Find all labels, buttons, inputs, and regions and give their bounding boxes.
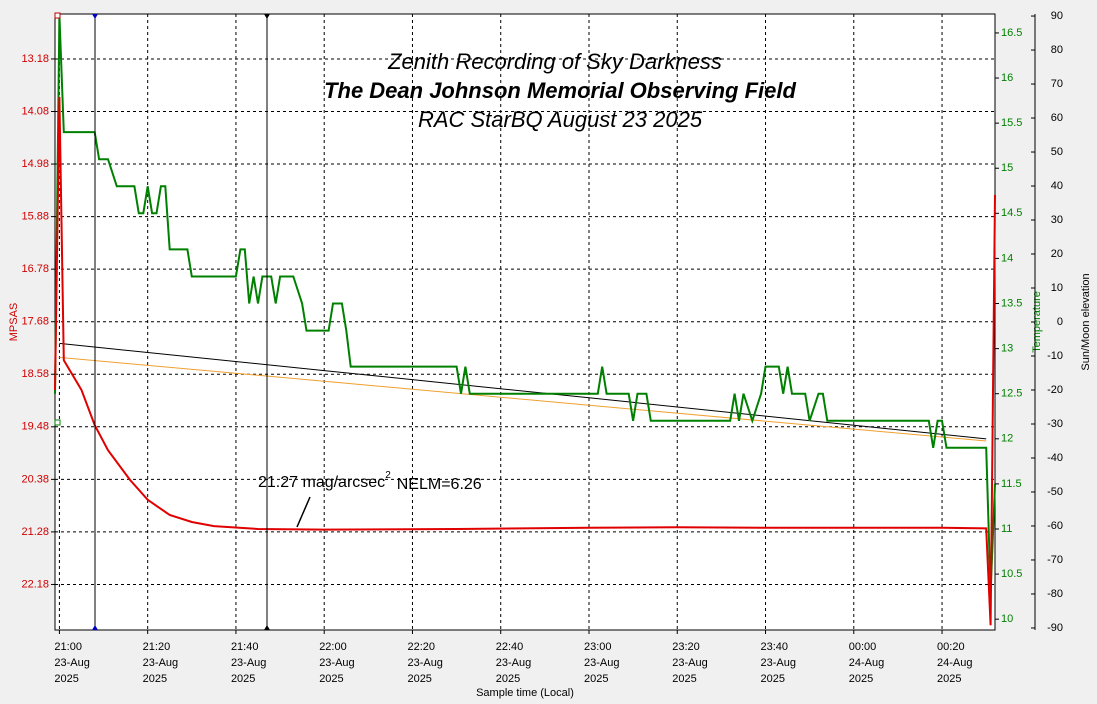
chart-subtitle: The Dean Johnson Memorial Observing Fiel… xyxy=(324,78,796,103)
annotation: 21.27 mag/arcsec2 NELM=6.26 xyxy=(258,470,482,494)
x-tick-label: 2025 xyxy=(496,673,520,685)
lines xyxy=(54,14,996,626)
series-line xyxy=(54,14,996,593)
y2-tick-label: 13.5 xyxy=(1001,297,1022,309)
y3-tick-label: -90 xyxy=(1047,622,1063,634)
y3-tick-label: -60 xyxy=(1047,520,1063,532)
x-tick-label: 24-Aug xyxy=(849,657,884,669)
x-tick-label: 21:00 xyxy=(54,641,82,653)
y-tick-label: 17.68 xyxy=(21,316,49,328)
chart-title: Zenith Recording of Sky Darkness xyxy=(387,49,722,74)
chart-subtitle: RAC StarBQ August 23 2025 xyxy=(418,107,703,132)
x-tick-label: 23-Aug xyxy=(761,657,796,669)
corner-marker xyxy=(54,419,61,426)
y3-tick-label: -70 xyxy=(1047,554,1063,566)
x-tick-label: 23-Aug xyxy=(496,657,531,669)
y2-tick-label: 15.5 xyxy=(1001,117,1022,129)
y2-tick-label: 11.5 xyxy=(1001,478,1022,490)
annotation-sup: 2 xyxy=(385,470,391,481)
corner-marker xyxy=(54,12,61,19)
y2-tick-label: 12 xyxy=(1001,433,1013,445)
y3-tick-label: 0 xyxy=(1057,316,1063,328)
x-tick-label: 22:40 xyxy=(496,641,524,653)
x-tick-label: 23-Aug xyxy=(407,657,442,669)
x-tick-label: 23:40 xyxy=(761,641,789,653)
x-tick-label: 2025 xyxy=(849,673,873,685)
x-tick-label: 21:40 xyxy=(231,641,259,653)
x-tick-label: 24-Aug xyxy=(937,657,972,669)
annotation-text: 21.27 mag/arcsec xyxy=(258,474,385,491)
y-tick-label: 21.28 xyxy=(21,526,49,538)
y-tick-label: 15.88 xyxy=(21,211,49,223)
x-tick-label: 2025 xyxy=(584,673,608,685)
y-tick-label: 14.98 xyxy=(21,158,49,170)
y2-tick-label: 12.5 xyxy=(1001,388,1022,400)
y2-tick-label: 14 xyxy=(1001,252,1013,264)
x-tick-label: 2025 xyxy=(672,673,696,685)
x-tick-label: 2025 xyxy=(231,673,255,685)
x-tick-label: 21:20 xyxy=(143,641,171,653)
annotation-nelm: NELM=6.26 xyxy=(397,476,482,493)
x-tick-label: 2025 xyxy=(761,673,785,685)
x-tick-label: 23-Aug xyxy=(319,657,354,669)
x-tick-label: 23:00 xyxy=(584,641,612,653)
y3-tick-label: -50 xyxy=(1047,486,1063,498)
grid xyxy=(55,14,995,630)
x-tick-label: 22:20 xyxy=(407,641,435,653)
y3-tick-label: 10 xyxy=(1051,282,1063,294)
y3-tick-label: -20 xyxy=(1047,384,1063,396)
x-tick-label: 23-Aug xyxy=(54,657,89,669)
y3-tick-label: 70 xyxy=(1051,78,1063,90)
y3-tick-label: -10 xyxy=(1047,350,1063,362)
y-tick-label: 20.38 xyxy=(21,473,49,485)
x-tick-label: 2025 xyxy=(937,673,961,685)
y-tick-label: 19.48 xyxy=(21,421,49,433)
series-line xyxy=(59,342,987,440)
annotation-pointer xyxy=(296,496,311,528)
y2-tick-label: 10.5 xyxy=(1001,568,1022,580)
x-tick-label: 23-Aug xyxy=(584,657,619,669)
x-tick-label: 00:20 xyxy=(937,641,965,653)
series-line xyxy=(54,96,996,626)
y2-axis-label: Temperature xyxy=(1031,291,1043,353)
y2-tick-label: 11 xyxy=(1001,523,1012,535)
y-tick-label: 16.78 xyxy=(21,263,49,275)
y-axis-label: MPSAS xyxy=(8,303,20,342)
y2-tick-label: 10 xyxy=(1001,613,1013,625)
y3-tick-label: 90 xyxy=(1051,10,1063,22)
x-tick-label: 23-Aug xyxy=(143,657,178,669)
y3-tick-label: 80 xyxy=(1051,44,1063,56)
y3-tick-label: -40 xyxy=(1047,452,1063,464)
y3-tick-label: 20 xyxy=(1051,248,1063,260)
y3-tick-label: 50 xyxy=(1051,146,1063,158)
y3-axis-label: Sun/Moon elevation xyxy=(1080,273,1092,370)
x-tick-label: 22:00 xyxy=(319,641,347,653)
x-tick-label: 2025 xyxy=(143,673,167,685)
y2-tick-label: 13 xyxy=(1001,343,1013,355)
y3-tick-label: 40 xyxy=(1051,180,1063,192)
y-tick-label: 18.58 xyxy=(21,368,49,380)
y2-tick-label: 16 xyxy=(1001,72,1013,84)
x-tick-label: 2025 xyxy=(319,673,343,685)
y-tick-label: 14.08 xyxy=(21,105,49,117)
x-tick-label: 23-Aug xyxy=(231,657,266,669)
y2-tick-label: 15 xyxy=(1001,162,1013,174)
y3-tick-label: 60 xyxy=(1051,112,1063,124)
y3-tick-label: 30 xyxy=(1051,214,1063,226)
series-line xyxy=(59,356,987,442)
y2-tick-label: 16.5 xyxy=(1001,27,1022,39)
x-tick-label: 00:00 xyxy=(849,641,877,653)
x-tick-label: 23:20 xyxy=(672,641,700,653)
x-tick-label: 2025 xyxy=(407,673,431,685)
y-tick-label: 22.18 xyxy=(21,578,49,590)
x-tick-label: 23-Aug xyxy=(672,657,707,669)
x-axis-label: Sample time (Local) xyxy=(476,687,574,699)
y2-tick-label: 14.5 xyxy=(1001,207,1022,219)
y3-tick-label: -30 xyxy=(1047,418,1063,430)
y-tick-label: 13.18 xyxy=(21,53,49,65)
x-tick-label: 2025 xyxy=(54,673,78,685)
y3-tick-label: -80 xyxy=(1047,588,1063,600)
